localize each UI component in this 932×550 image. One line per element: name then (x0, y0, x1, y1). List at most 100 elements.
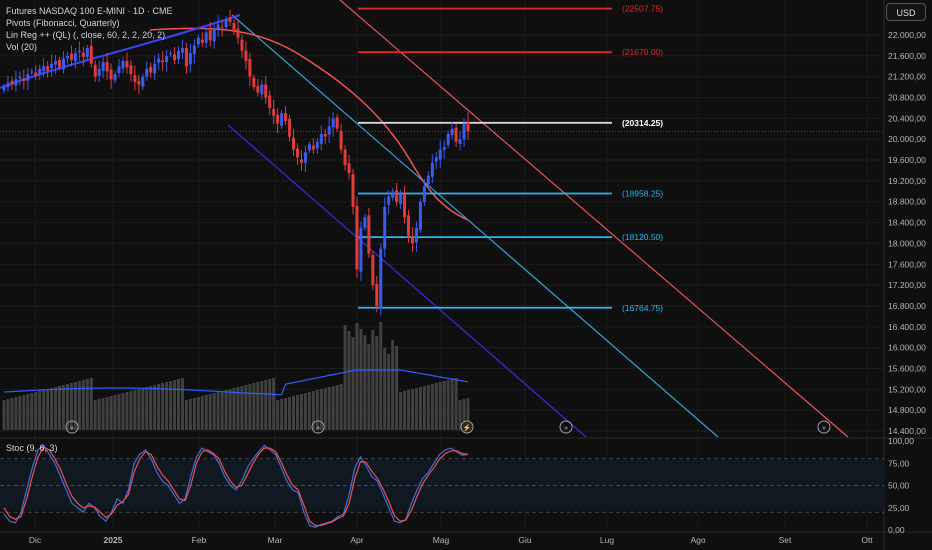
candle-body (434, 157, 438, 162)
volume-bar (414, 388, 418, 430)
indicator-pivots[interactable]: Pivots (Fibonacci, Quarterly) (6, 18, 120, 28)
volume-bar (335, 385, 339, 430)
volume-bar (117, 394, 121, 430)
time-tick-label: Set (779, 535, 792, 545)
candle-body (295, 148, 299, 158)
volume-bar (407, 390, 411, 430)
volume-bar (359, 329, 363, 430)
candle-body (137, 80, 141, 85)
candle-body (180, 48, 184, 53)
volume-bar (351, 337, 355, 430)
volume-bar (240, 386, 244, 430)
volume-bar (303, 393, 307, 430)
candle-body (391, 191, 395, 198)
symbol-title[interactable]: Futures NASDAQ 100 E-MINI · 1D · CME (6, 6, 173, 16)
volume-bar (176, 379, 180, 430)
candle-body (61, 58, 65, 70)
currency-button[interactable]: USD (886, 3, 926, 21)
candle-body (169, 53, 173, 55)
indicator-volume[interactable]: Vol (20) (6, 42, 38, 52)
price-axis[interactable]: 22.000,00 21.600,00 21.200,00 20.800,00 20.4… (888, 30, 926, 535)
volume-bar (101, 398, 105, 430)
chart-legend: Futures NASDAQ 100 E-MINI · 1D · CME Piv… (6, 5, 173, 53)
volume-bar (145, 387, 149, 430)
volume-bar (256, 382, 260, 430)
candle-body (343, 149, 347, 166)
candle-body (125, 61, 129, 68)
candle-body (34, 72, 38, 76)
candle-body (403, 193, 407, 218)
candle-body (232, 23, 236, 30)
stoc-tick-label: 50,00 (888, 481, 910, 491)
stochastic-panel (0, 437, 932, 528)
pivot-levels: (22507.75) (21670.00) (20314.25) (18958.25)… (358, 4, 663, 313)
volume-bar (450, 379, 454, 430)
volume-bar (315, 390, 319, 430)
event-marker-glyph: » (564, 425, 568, 432)
candle-body (133, 75, 137, 82)
price-tick-label: 20.800,00 (888, 93, 926, 103)
candle-body (81, 52, 85, 57)
candle-body (248, 58, 252, 77)
volume-bar (284, 398, 288, 430)
candle-body (224, 19, 228, 28)
candle-body (367, 215, 371, 254)
volume-bar (236, 387, 240, 430)
event-marker-icon (817, 420, 831, 434)
volume-bar (232, 388, 236, 430)
volume-bar (466, 398, 470, 430)
candle-body (89, 45, 93, 64)
candle-body (42, 66, 46, 71)
stoc-tick-label: 25,00 (888, 503, 910, 513)
volume-bar (395, 346, 399, 430)
candle-body (30, 71, 34, 73)
candle-body (236, 28, 240, 38)
stoc-tick-label: 75,00 (888, 458, 910, 468)
volume-bar (22, 395, 26, 430)
candle-body (26, 74, 30, 81)
volume-bar (375, 336, 379, 430)
time-tick-label: Dic (29, 535, 42, 545)
pivot-label: (22507.75) (622, 4, 663, 14)
volume-bar (81, 380, 85, 430)
volume-bar (38, 391, 42, 430)
volume-bar (295, 395, 299, 430)
volume-bar (363, 335, 367, 430)
volume-bar (292, 396, 296, 430)
candle-body (407, 215, 411, 236)
candle-body (446, 134, 450, 145)
price-tick-label: 18.800,00 (888, 197, 926, 207)
candle-body (228, 17, 232, 22)
volume-bar (307, 392, 311, 430)
volume-bar (14, 397, 18, 430)
candle-body (22, 78, 26, 81)
volume-bar (418, 387, 422, 430)
candle-body (77, 50, 81, 53)
volume-bar (77, 381, 81, 430)
candle-body (220, 26, 224, 28)
stoc-indicator-label[interactable]: Stoc (9, 6, 3) (6, 443, 58, 453)
volume-bar (228, 389, 232, 430)
candle-body (212, 29, 216, 42)
volume-bar (311, 391, 315, 430)
candle-body (141, 76, 145, 87)
volume-bar (153, 385, 157, 430)
volume-bar (129, 391, 133, 430)
candles (0, 9, 884, 316)
volume-bars (2, 322, 470, 430)
volume-bar (188, 399, 192, 430)
candle-body (38, 68, 42, 75)
candle-body (101, 62, 105, 71)
volume-bar (403, 391, 407, 430)
candle-body (188, 53, 192, 65)
candle-body (284, 113, 288, 121)
candle-body (10, 80, 14, 85)
volume-bar (264, 380, 268, 430)
volume-bar (272, 378, 276, 430)
candle-body (85, 48, 89, 57)
event-marker-icon (65, 420, 79, 434)
volume-bar (18, 396, 22, 430)
indicator-linreg[interactable]: Lin Reg ++ (QL) (, close, 60, 2, 2, 20, … (6, 30, 166, 40)
volume-ma-line (3, 369, 469, 396)
time-axis[interactable]: Dic 2025 Feb Mar Apr Mag Giu Lug Ago Set Ott (29, 535, 873, 545)
